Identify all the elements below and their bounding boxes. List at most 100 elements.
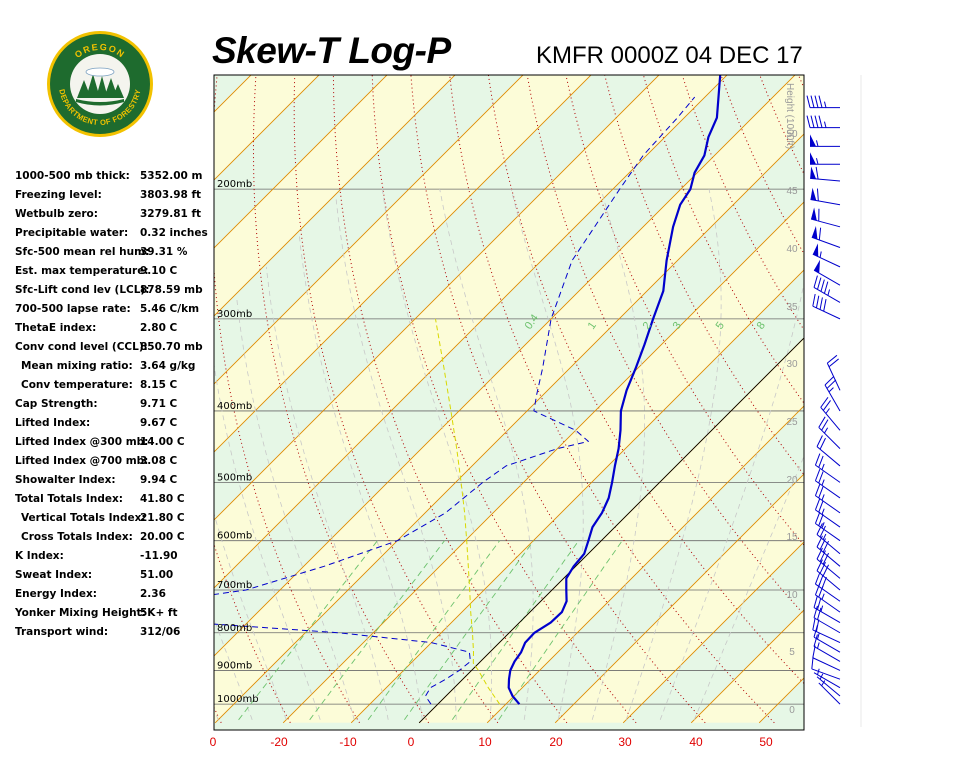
wind-barb-feather	[820, 279, 825, 292]
wind-barb-feather	[822, 564, 830, 577]
temperature-tick-label: 30	[618, 735, 632, 749]
wind-barb	[812, 617, 841, 644]
stat-value: 9.94 C	[140, 474, 178, 486]
isotherm	[214, 75, 592, 453]
mixing-ratio-label: 8	[755, 320, 768, 332]
pressure-label: 900mb	[217, 660, 252, 671]
height-tick-label: 0	[789, 705, 795, 716]
wind-barb-feather	[826, 379, 837, 389]
moist-adiabat	[381, 189, 492, 720]
wind-barb-staff	[815, 509, 841, 528]
isotherm	[214, 75, 660, 521]
stat-label: Sweat Index:	[15, 569, 93, 581]
wind-barb	[814, 483, 841, 514]
stat-row: Sweat Index: 51.00	[15, 567, 215, 586]
wind-barb-half-feather	[819, 251, 822, 258]
wind-barb-staff	[816, 446, 841, 467]
moist-adiabat	[510, 189, 584, 720]
pressure-label: 700mb	[217, 580, 252, 591]
wind-barb	[816, 523, 841, 555]
pressure-label: 1000mb	[217, 694, 259, 705]
wind-barb-feather	[827, 354, 838, 364]
pressure-label: 800mb	[217, 623, 252, 634]
stat-value: 51.00	[140, 569, 174, 581]
wind-barb-feather	[816, 188, 819, 201]
dry-adiabat	[941, 51, 960, 723]
stat-row: Sfc-500 mean rel hum: 39.31 %	[15, 244, 215, 263]
pressure-label: 400mb	[217, 401, 252, 412]
stat-label: Energy Index:	[15, 588, 97, 600]
dry-adiabat	[449, 75, 775, 724]
wind-barb-staff	[820, 407, 841, 431]
wind-barb-feather	[823, 281, 829, 294]
mixing-ratio-line	[367, 540, 500, 721]
dry-adiabat	[332, 75, 568, 724]
wind-barb	[816, 547, 841, 579]
stat-value: 878.59 mb	[140, 284, 203, 296]
height-tick-label: 10	[786, 590, 798, 601]
wind-barb-staff	[824, 384, 841, 412]
wind-barb-staff	[815, 464, 841, 483]
dry-adiabat	[214, 542, 291, 724]
chart-title: Skew-T Log-P	[212, 30, 451, 71]
moist-adiabat	[236, 296, 355, 720]
temperature-tick-label: 40	[689, 735, 703, 749]
wind-barb-staff	[816, 546, 841, 567]
moist-adiabat	[591, 188, 645, 720]
stat-value: 5352.00 m	[140, 170, 203, 182]
stat-value: 41.80 C	[140, 493, 185, 505]
isotherm	[554, 473, 804, 724]
wind-barb	[810, 166, 841, 182]
moist-adiabat	[266, 266, 389, 720]
wind-barb-feather	[806, 115, 811, 128]
height-tick-label: 35	[786, 302, 798, 313]
wind-barb-feather	[810, 115, 815, 128]
wind-barb-feather	[822, 400, 831, 411]
wind-barb-pennant	[811, 207, 817, 221]
wind-barb-staff	[816, 558, 841, 579]
moist-adiabat	[214, 617, 253, 720]
stat-label: 700-500 lapse rate:	[15, 303, 131, 315]
stat-label: Lifted Index:	[15, 417, 91, 429]
moist-adiabat	[335, 196, 457, 720]
wind-barb	[814, 498, 841, 528]
stat-label: Est. max temperature:	[15, 265, 149, 277]
isotherm	[282, 201, 804, 724]
wind-barb-staff	[818, 682, 841, 705]
wind-barb-feather	[818, 471, 824, 484]
wind-barb-half-feather	[820, 605, 824, 612]
wind-barb-half-feather	[816, 158, 819, 165]
moist-adiabat	[214, 707, 219, 720]
wind-barb-half-feather	[816, 140, 819, 147]
stat-row: Freezing level: 3803.98 ft	[15, 187, 215, 206]
stat-row: Total Totals Index: 41.80 C	[15, 491, 215, 510]
stat-row: K Index: -11.90	[15, 548, 215, 567]
wind-barb-pennant	[810, 134, 816, 147]
wind-barb-staff	[815, 523, 841, 542]
stat-row: Energy Index: 2.36	[15, 586, 215, 605]
stat-row: 700-500 lapse rate: 5.46 C/km	[15, 301, 215, 320]
wind-barb-staff	[810, 218, 841, 228]
wind-barb-feather	[816, 435, 823, 447]
wind-barb-feather	[818, 416, 826, 428]
temperature-tick-label: 50	[759, 735, 773, 749]
temperature-tick-label: -20	[270, 735, 288, 749]
wind-barb-feather	[811, 656, 814, 669]
height-tick-label: 45	[786, 186, 798, 197]
wind-barb	[826, 354, 841, 391]
stability-index-list: 1000-500 mb thick: 5352.00 m Freezing leve…	[15, 168, 215, 643]
oregon-forestry-logo: OREGON DEPARTMENT OF FORESTRY	[47, 31, 153, 137]
wind-barb-half-feather	[821, 508, 825, 515]
isotherm	[214, 75, 728, 589]
wind-barb	[814, 453, 841, 483]
stat-row: 1000-500 mb thick: 5352.00 m	[15, 168, 215, 187]
stat-row: ThetaE index: 2.80 C	[15, 320, 215, 339]
wind-barb-feather	[814, 469, 821, 481]
wind-barb-staff	[813, 645, 841, 662]
wind-barb-feather	[816, 547, 823, 560]
wind-barb	[820, 397, 841, 431]
wind-barb	[810, 152, 840, 165]
wind-barb-feather	[818, 95, 823, 108]
wind-barb-feather	[812, 293, 816, 307]
wind-barb-half-feather	[817, 642, 820, 649]
